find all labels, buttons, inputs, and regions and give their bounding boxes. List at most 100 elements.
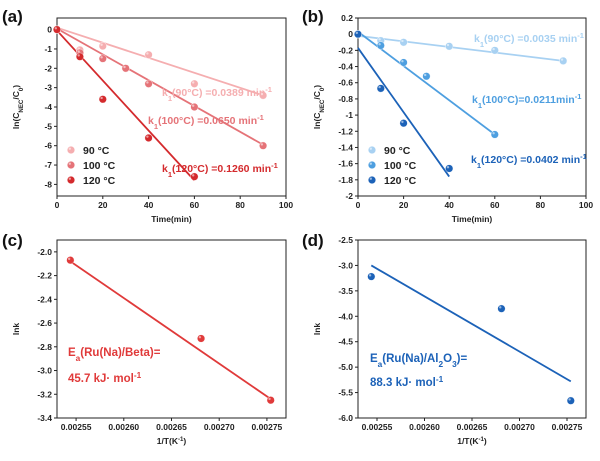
panel-a-rate-label-0: k1(90°C) =0.0389 min-1 [162,85,272,103]
panel-a-fit-line-0 [56,26,264,97]
panel-b-legend-marker [368,160,377,169]
panel-a-legend-marker-highlight [68,177,72,180]
panel-a-fit-line-1 [56,27,264,146]
panel-b-legend-label: 90 °C [384,145,411,157]
panel-c-y-tick-label: -2.4 [37,294,52,304]
panel-b-data-point-highlight [424,73,427,77]
panel-a-y-tick-label: -2 [44,63,52,73]
panel-a-y-tick-label: -3 [44,83,52,93]
panel-a-data-point-highlight [123,65,126,69]
panel-a-y-tick-label: -7 [44,160,52,170]
panel-a-legend-marker [66,175,75,184]
panel-c-data-point-highlight [198,335,202,339]
panel-b-data-point [376,41,385,50]
panel-b-x-tick-label: 0 [356,200,361,210]
panel-a-data-point [98,95,107,104]
panel-b-data-point-highlight [401,120,404,124]
panel-b-fit-line-0 [357,34,564,62]
panel-b-data-point [399,38,408,47]
panel-d-letter: (d) [302,231,324,250]
panel-d-y-axis-label: lnk [312,323,322,336]
panel-b-data-point [490,46,499,55]
panel-a-data-point-highlight [100,96,103,100]
panel-c-data-point [197,334,206,343]
panel-c-x-axis-label: 1/T(K-1) [157,436,187,447]
panel-b-legend-marker-highlight [369,147,372,150]
panel-b-x-tick-label: 60 [490,200,500,210]
panel-d-y-tick-label: -4.5 [338,337,353,347]
panel-b-legend-marker-highlight [369,177,372,180]
panel-b-data-point [445,164,454,173]
panel-c-fit-line [69,260,272,400]
panel-c-data-point-highlight [67,257,71,261]
panel-a-y-tick-label: -4 [44,102,52,112]
panel-b-legend-label: 120 °C [384,175,417,187]
panel-a-data-point [190,102,199,111]
panel-a-data-point-highlight [146,135,149,138]
panel-c-letter: (c) [2,231,23,250]
panel-b-y-tick-label: -0.2 [338,45,353,55]
panel-b-data-point [399,119,408,128]
panel-a-legend-label: 120 °C [83,175,116,187]
panel-b-data-point-highlight [401,39,404,43]
panel-d-x-tick-label: 0.00260 [409,422,440,432]
panel-d-activation-energy-value: 88.3 kJ· mol-1 [370,375,444,390]
panel-b-legend-label: 100 °C [384,160,417,172]
panel-c-activation-energy-value: 45.7 kJ· mol-1 [68,371,142,386]
panel-b-x-tick-label: 20 [399,200,409,210]
panel-d-data-point-highlight [568,398,571,401]
panel-d-x-tick-label: 0.00255 [362,422,393,432]
panel-b-x-axis-label: Time(min) [452,214,493,224]
panel-d-data-point-highlight [499,306,502,309]
panel-c-x-tick-label: 0.00275 [252,422,283,432]
panel-b-data-point-highlight [446,165,450,169]
panel-a-data-point-highlight [54,27,57,30]
panel-d-x-tick-label: 0.00270 [504,422,535,432]
panel-b-fit-line-2 [357,47,450,178]
panel-b-data-point-highlight [378,38,381,41]
panel-b-y-tick-label: -1 [345,110,353,120]
panel-a-x-tick-label: 40 [144,200,154,210]
panel-a-data-point-highlight [260,92,264,96]
panel-a-x-tick-label: 80 [235,200,245,210]
panel-b-y-tick-label: -1.4 [338,142,353,152]
panel-a-data-point [98,42,107,51]
panel-a-data-point-highlight [77,54,80,57]
panel-a-legend-marker [66,145,75,154]
panel-a-legend-label: 90 °C [83,145,110,157]
panel-a-x-tick-label: 100 [279,200,293,210]
panel-a-data-point-highlight [100,43,103,46]
panel-b-data-point [490,130,499,139]
panel-a-data-point-highlight [260,143,264,146]
panel-d-x-tick-label: 0.00275 [552,422,583,432]
panel-d-frame [357,239,587,419]
panel-a-legend-marker [66,160,75,169]
panel-b-data-point [399,58,408,67]
panel-b-data-point [559,56,568,65]
panel-a-rate-label-2: k1(120°C) =0.1260 min-1 [162,161,278,179]
panel-a-legend-marker-highlight [68,162,72,165]
panel-c-y-tick-label: -2.6 [37,318,52,328]
panel-d-fit-line [370,264,572,383]
panel-a-data-point-highlight [192,174,195,177]
panel-a-y-tick-label: -5 [44,121,52,131]
panel-b-data-point-highlight [378,43,381,46]
panel-b-frame [357,17,587,197]
panel-a-data-point-highlight [146,81,149,84]
panel-d-y-tick-label: -5.5 [338,388,353,398]
panel-d-y-tick-label: -3.0 [338,260,353,270]
panel-d-x-axis-label: 1/T(K-1) [457,436,487,447]
panel-b-data-point-highlight [401,60,404,63]
panel-a-rate-label-1: k1(100°C) =0.0650 min-1 [148,113,264,131]
panel-d-y-tick-label: -5.0 [338,362,353,372]
panel-a-data-point [121,64,130,73]
panel-a-x-tick-label: 60 [190,200,200,210]
panel-b-data-point-highlight [492,47,495,51]
panel-d-x-tick-label: 0.00265 [457,422,488,432]
panel-a-y-tick-label: -8 [44,179,52,189]
panel-a-data-point [259,141,268,150]
panel-b-data-point [445,42,454,51]
panel-b-rate-label-2: k1(120°C) =0.0402 min-1 [471,152,587,170]
panel-b-y-tick-label: 0.2 [341,13,353,23]
